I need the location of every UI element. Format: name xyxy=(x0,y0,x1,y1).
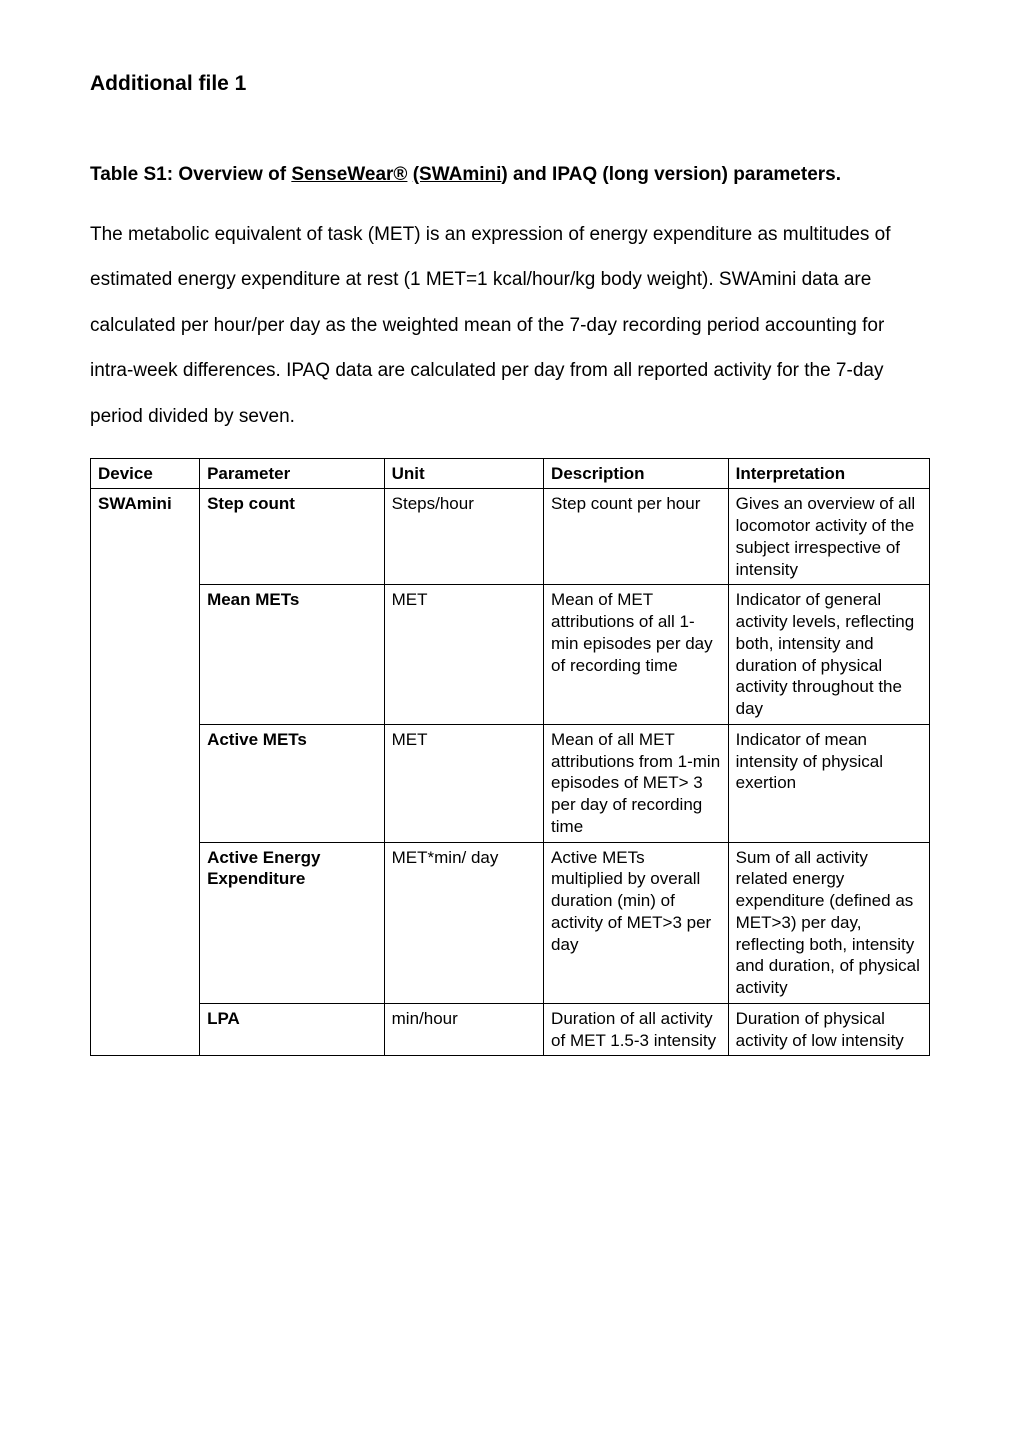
desc-cell: Duration of all activity of MET 1.5-3 in… xyxy=(544,1003,729,1056)
unit-cell: MET*min/ day xyxy=(384,842,543,1003)
interp-cell: Gives an overview of all locomotor activ… xyxy=(728,489,929,585)
parameters-table: Device Parameter Unit Description Interp… xyxy=(90,458,930,1057)
interp-cell: Indicator of mean intensity of physical … xyxy=(728,724,929,842)
interp-cell: Sum of all activity related energy expen… xyxy=(728,842,929,1003)
table-header-row: Device Parameter Unit Description Interp… xyxy=(91,458,930,489)
param-label: Active METs xyxy=(207,730,307,749)
desc-cell: Active METs multiplied by overall durati… xyxy=(544,842,729,1003)
unit-cell: min/hour xyxy=(384,1003,543,1056)
col-header-description: Description xyxy=(544,458,729,489)
device-label: SWAmini xyxy=(98,494,172,513)
desc-cell: Mean of all MET attributions from 1-min … xyxy=(544,724,729,842)
col-header-parameter: Parameter xyxy=(200,458,385,489)
desc-cell: Step count per hour xyxy=(544,489,729,585)
table-row: LPA min/hour Duration of all activity of… xyxy=(91,1003,930,1056)
unit-cell: Steps/hour xyxy=(384,489,543,585)
table-row: Active Energy Expenditure MET*min/ day A… xyxy=(91,842,930,1003)
unit-cell: MET xyxy=(384,724,543,842)
interp-cell: Indicator of general activity levels, re… xyxy=(728,585,929,725)
table-row: SWAmini Step count Steps/hour Step count… xyxy=(91,489,930,585)
caption-underline-2: (SWAmini xyxy=(413,164,502,185)
desc-cell: Mean of MET attributions of all 1-min ep… xyxy=(544,585,729,725)
interp-cell: Duration of physical activity of low int… xyxy=(728,1003,929,1056)
col-header-unit: Unit xyxy=(384,458,543,489)
col-header-interpretation: Interpretation xyxy=(728,458,929,489)
table-row: Mean METs MET Mean of MET attributions o… xyxy=(91,585,930,725)
page-title: Additional file 1 xyxy=(90,72,930,96)
param-cell: Step count xyxy=(200,489,385,585)
col-header-device: Device xyxy=(91,458,200,489)
param-cell: LPA xyxy=(200,1003,385,1056)
table-caption: Table S1: Overview of SenseWear® (SWAmin… xyxy=(90,152,930,198)
param-label: LPA xyxy=(207,1009,240,1028)
param-label: Active Energy Expenditure xyxy=(207,848,320,889)
caption-underline-1: SenseWear® xyxy=(291,164,407,185)
param-cell: Active METs xyxy=(200,724,385,842)
param-label: Mean METs xyxy=(207,590,299,609)
param-cell: Active Energy Expenditure xyxy=(200,842,385,1003)
table-row: Active METs MET Mean of all MET attribut… xyxy=(91,724,930,842)
caption-suffix: ) and IPAQ (long version) parameters. xyxy=(501,164,841,185)
unit-cell: MET xyxy=(384,585,543,725)
device-cell: SWAmini xyxy=(91,489,200,1056)
intro-paragraph: The metabolic equivalent of task (MET) i… xyxy=(90,212,930,440)
caption-prefix: Table S1: Overview of xyxy=(90,164,291,185)
page: Additional file 1 Table S1: Overview of … xyxy=(0,0,1020,1443)
param-cell: Mean METs xyxy=(200,585,385,725)
param-label: Step count xyxy=(207,494,295,513)
